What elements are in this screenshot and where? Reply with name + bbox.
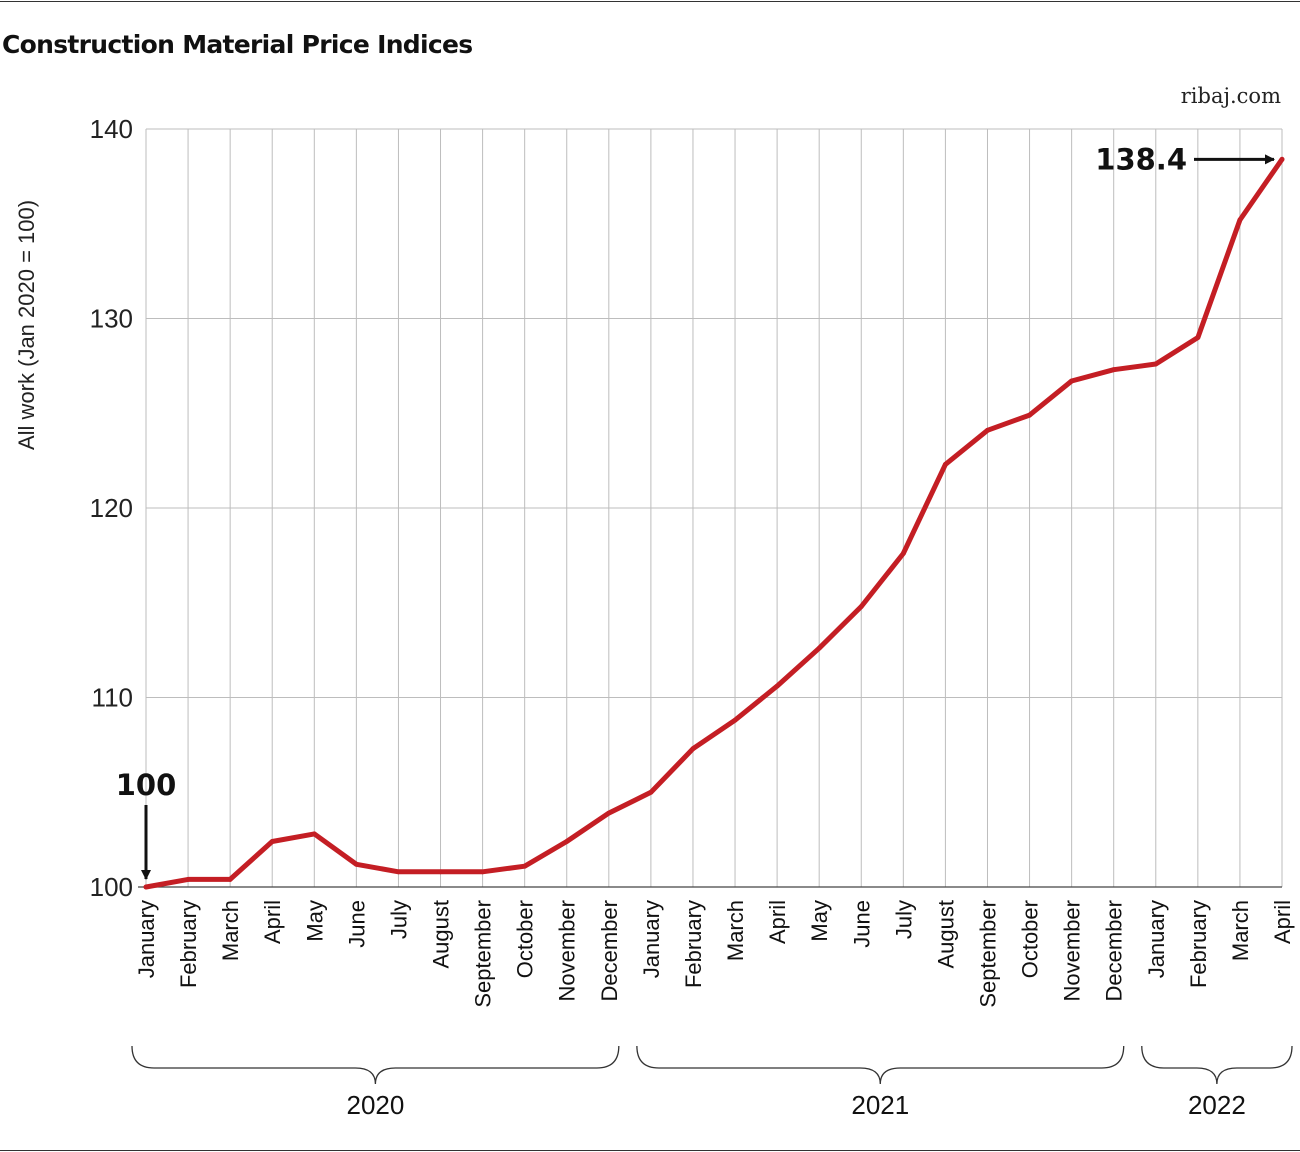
data-point [480,869,485,875]
data-point [1195,335,1201,340]
data-point [816,645,822,651]
data-point [943,462,948,467]
x-tick-label: October [1018,900,1043,978]
x-tick-label: June [849,900,874,948]
x-tick-label: April [765,900,790,944]
x-tick-label: July [386,900,411,939]
data-point [774,683,780,689]
data-point [732,717,738,723]
annotations: 100 138.4 [116,142,1275,880]
x-tick-label: April [1270,900,1295,944]
year-brace [1141,1045,1293,1085]
year-brace [636,1045,1125,1085]
x-tick-label: February [176,900,201,988]
x-tick-label: August [933,900,958,969]
series [143,156,1285,890]
year-label: 2022 [1188,1090,1246,1120]
year-label: 2021 [851,1090,909,1120]
x-tick-label: March [1228,900,1253,961]
data-point [606,810,612,816]
x-tick-label: March [723,900,748,961]
x-tick-label: January [639,900,664,978]
x-tick-label: July [891,900,916,939]
x-tick-label: June [344,900,369,948]
year-braces: 2020 2021 2022 [131,1045,1293,1120]
data-point [648,789,654,795]
x-tick-label: November [1060,900,1085,1001]
bottom-rule [0,1150,1300,1151]
data-point [1027,412,1032,418]
x-tick-label: February [681,900,706,988]
series-line [143,156,1285,890]
data-point [353,861,359,867]
x-tick-label: February [1186,900,1211,988]
x-tick-label: May [807,900,832,942]
x-tick-label: September [471,900,496,1008]
data-point [900,551,906,556]
x-tick-label: October [513,900,538,978]
data-point [858,604,864,609]
x-tick-label: December [597,900,622,1001]
x-axis: January February March April May June July Augu… [134,900,1295,1008]
data-point [269,839,275,844]
source-credit: ribaj.com [1180,84,1281,108]
y-axis: 100 110 120 130 140 [90,114,133,902]
y-tick-label: 130 [90,304,133,334]
x-tick-label: May [302,900,327,942]
x-tick-label: January [1144,900,1169,978]
y-tick-label: 140 [90,114,133,144]
top-rule [0,1,1300,2]
data-point [1069,378,1075,384]
year-label: 2020 [346,1090,404,1120]
data-point [1237,217,1243,223]
x-tick-label: December [1102,900,1127,1001]
grid [138,128,1283,888]
data-point [185,877,191,882]
data-point [522,863,528,869]
data-point [690,746,696,752]
annotation-end-label: 138.4 [1095,142,1187,176]
x-tick-label: November [555,900,580,1001]
x-tick-label: January [134,900,159,978]
data-point [227,877,233,882]
data-point [564,839,570,844]
y-tick-label: 100 [90,872,133,902]
x-tick-label: August [429,900,454,969]
year-brace [131,1045,620,1085]
y-tick-label: 110 [92,683,133,713]
x-tick-label: April [260,900,285,944]
data-point [311,831,317,837]
data-point [985,427,990,433]
data-point [1111,367,1117,373]
data-point [396,869,401,875]
y-tick-label: 120 [90,493,133,523]
annotation-start-label: 100 [116,768,177,802]
x-tick-label: March [218,900,243,961]
data-point [143,884,149,890]
data-point [1279,156,1285,162]
data-point [438,869,443,875]
chart-title: Construction Material Price Indices [2,30,473,59]
x-tick-label: September [975,900,1000,1008]
data-point [1153,361,1159,367]
